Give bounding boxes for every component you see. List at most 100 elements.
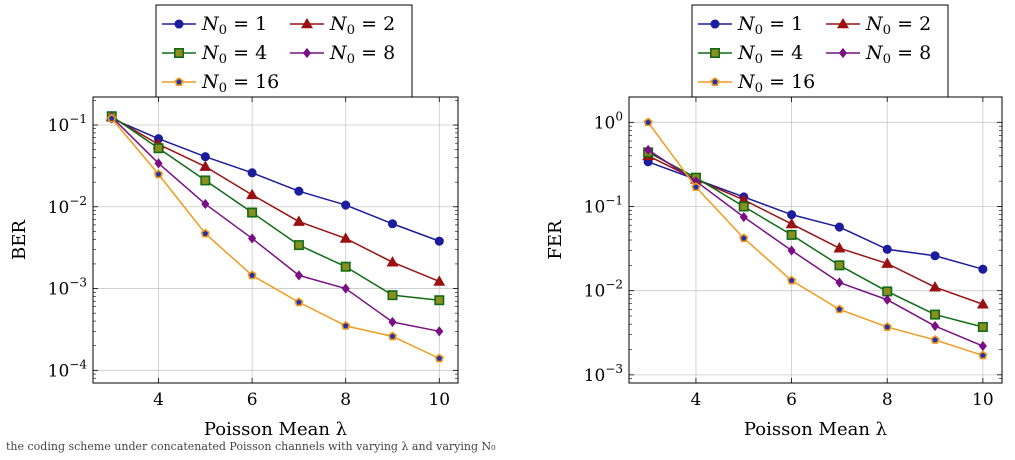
figure-svg: 4 6 8 10 10−1 10−2 10−3 10−4 Poisson Mean λ BER N0… bbox=[9, 4, 1003, 440]
plot-frame bbox=[628, 96, 1003, 384]
data-point bbox=[200, 175, 211, 186]
data-point bbox=[929, 281, 941, 292]
series-line bbox=[647, 121, 984, 357]
data-point bbox=[200, 152, 210, 162]
y-axis-label: BER bbox=[9, 220, 30, 260]
data-point bbox=[435, 326, 444, 337]
series-line bbox=[111, 118, 440, 360]
data-point bbox=[292, 215, 305, 226]
legend-marker bbox=[302, 47, 312, 59]
legend-label: N0 = 1 bbox=[201, 13, 267, 38]
data-point bbox=[387, 219, 398, 229]
chart-ber: 4 6 8 10 10−1 10−2 10−3 10−4 Poisson Mean λ BER N0… bbox=[9, 4, 459, 440]
legend-entry-n0-1: N0 = 1 bbox=[162, 13, 267, 38]
data-point bbox=[881, 257, 894, 268]
legend-label: N0 = 2 bbox=[865, 13, 931, 38]
data-point bbox=[691, 182, 701, 192]
data-point bbox=[882, 322, 892, 331]
data-point bbox=[248, 233, 257, 244]
data-point bbox=[388, 316, 397, 328]
legend-label: N0 = 2 bbox=[329, 13, 395, 38]
legend-entry-n0-4: N0 = 4 bbox=[698, 42, 803, 67]
data-point bbox=[153, 169, 164, 179]
legend-label: N0 = 16 bbox=[737, 71, 815, 96]
data-point bbox=[882, 286, 893, 297]
data-point bbox=[341, 200, 351, 210]
data-point bbox=[833, 242, 846, 253]
series-line bbox=[111, 115, 440, 301]
data-point bbox=[786, 229, 797, 240]
chart-fer: 4 6 8 10 100 10−1 10−2 10−3 Poisson Mean λ FER N0 … bbox=[545, 4, 1003, 440]
series-n0-4 bbox=[643, 147, 988, 333]
data-point bbox=[834, 222, 844, 232]
legend-marker bbox=[174, 47, 185, 58]
data-point bbox=[739, 233, 749, 243]
legend-marker bbox=[174, 77, 184, 86]
series-n0-1 bbox=[107, 113, 444, 246]
data-point bbox=[339, 232, 352, 243]
legend-marker bbox=[174, 19, 184, 29]
data-point bbox=[787, 245, 796, 256]
data-point bbox=[644, 144, 653, 156]
data-point bbox=[739, 211, 748, 223]
data-point bbox=[387, 290, 398, 301]
legend-label: N0 = 8 bbox=[329, 42, 395, 67]
data-point bbox=[930, 320, 940, 332]
y-tick-label: 10−1 bbox=[584, 194, 623, 218]
y-axis-label: FER bbox=[545, 220, 566, 260]
y-tick-label: 10−2 bbox=[584, 278, 623, 302]
legend-marker bbox=[710, 77, 720, 86]
y-tick-label: 100 bbox=[594, 109, 623, 133]
series-n0-16 bbox=[643, 117, 988, 360]
data-point bbox=[978, 340, 987, 352]
series-line bbox=[647, 151, 984, 328]
data-point bbox=[930, 309, 941, 320]
data-point bbox=[293, 240, 304, 251]
legend-box bbox=[691, 4, 949, 98]
legend-marker bbox=[838, 47, 848, 59]
data-point bbox=[247, 168, 257, 178]
legend-entry-n0-8: N0 = 8 bbox=[826, 42, 931, 67]
legend-entry-n0-2: N0 = 2 bbox=[290, 13, 395, 38]
data-point bbox=[246, 188, 259, 200]
data-point bbox=[977, 322, 988, 333]
data-point bbox=[434, 236, 444, 246]
data-point bbox=[785, 217, 798, 229]
x-tick-label: 4 bbox=[691, 390, 702, 410]
legend-entry-n0-8: N0 = 8 bbox=[290, 42, 395, 67]
data-point bbox=[930, 335, 940, 344]
data-point bbox=[341, 320, 351, 330]
data-point bbox=[153, 143, 164, 154]
data-point bbox=[834, 260, 845, 271]
data-point bbox=[386, 256, 399, 267]
legend-entry-n0-2: N0 = 2 bbox=[826, 13, 931, 38]
data-point bbox=[643, 117, 653, 127]
plot-frame bbox=[92, 96, 459, 384]
data-point bbox=[978, 350, 988, 360]
series-n0-8 bbox=[644, 144, 987, 352]
data-point bbox=[835, 277, 844, 288]
data-point bbox=[882, 244, 892, 254]
data-point bbox=[976, 298, 989, 309]
data-point bbox=[978, 264, 988, 274]
data-point bbox=[340, 261, 351, 272]
legend-entry-n0-4: N0 = 4 bbox=[162, 42, 267, 67]
x-tick-label: 6 bbox=[786, 390, 797, 410]
legend-box bbox=[155, 4, 413, 98]
series-line bbox=[111, 116, 440, 333]
legend-entry-n0-16: N0 = 16 bbox=[162, 71, 279, 96]
x-axis-label: Poisson Mean λ bbox=[744, 419, 887, 440]
x-tick-label: 8 bbox=[882, 390, 893, 410]
data-point bbox=[294, 186, 304, 196]
series-line bbox=[111, 116, 440, 283]
y-tick-label: 10−4 bbox=[48, 357, 88, 381]
legend-marker bbox=[709, 47, 720, 58]
legend-entry-n0-16: N0 = 16 bbox=[698, 71, 815, 96]
x-tick-label: 8 bbox=[340, 390, 351, 410]
x-tick-label: 4 bbox=[153, 390, 164, 410]
legend-marker bbox=[710, 19, 720, 29]
data-point bbox=[294, 270, 303, 281]
legend-label: N0 = 4 bbox=[201, 42, 267, 67]
x-tick-label: 10 bbox=[972, 390, 994, 410]
